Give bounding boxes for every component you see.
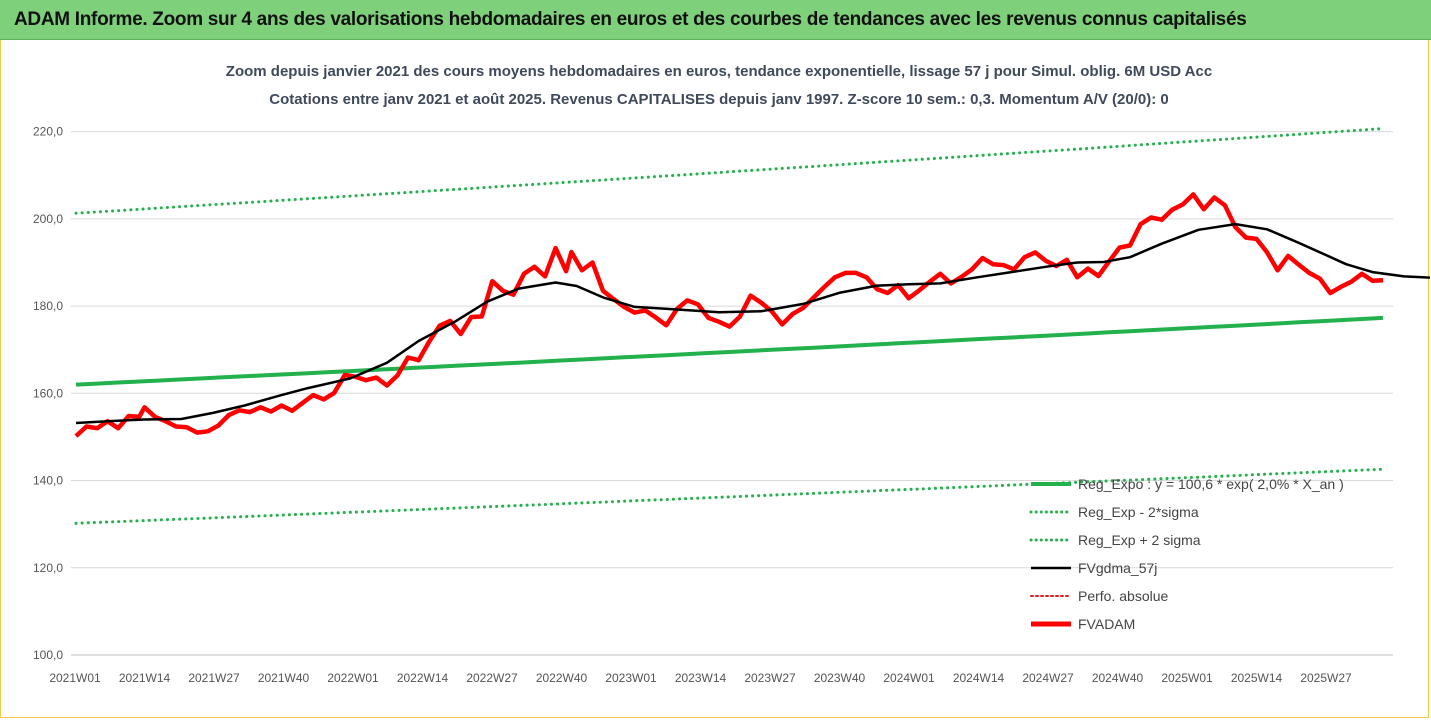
- x-tick-label: 2021W40: [258, 671, 310, 685]
- series-upper-band: [74, 127, 1385, 215]
- y-axis-ticks: 100,0 120,0 140,0 160,0 180,0 200,0 220,0: [33, 125, 63, 662]
- series-fvadam: [74, 192, 1384, 438]
- y-tick-label: 100,0: [33, 648, 63, 662]
- legend-label: Reg_Exp + 2 sigma: [1078, 532, 1201, 548]
- legend-label: Reg_Exp - 2*sigma: [1078, 504, 1199, 520]
- x-tick-label: 2023W01: [605, 671, 657, 685]
- x-tick-label: 2021W27: [188, 671, 240, 685]
- x-tick-label: 2021W14: [119, 671, 171, 685]
- chart-frame: Zoom depuis janvier 2021 des cours moyen…: [0, 40, 1430, 718]
- x-tick-label: 2024W27: [1022, 671, 1074, 685]
- y-tick-label: 120,0: [33, 561, 63, 575]
- x-tick-label: 2022W40: [536, 671, 588, 685]
- legend-label: Perfo. absolue: [1078, 588, 1168, 604]
- y-tick-label: 220,0: [33, 125, 63, 139]
- chart-title-line1: Zoom depuis janvier 2021 des cours moyen…: [226, 63, 1212, 80]
- series-lower-band: [74, 467, 1385, 525]
- x-tick-label: 2024W01: [883, 671, 935, 685]
- y-tick-label: 200,0: [33, 212, 63, 226]
- page-title: ADAM Informe. Zoom sur 4 ans des valoris…: [0, 0, 1431, 40]
- series-layer: [74, 127, 1430, 525]
- x-tick-label: 2022W14: [397, 671, 449, 685]
- legend-label: FVADAM: [1078, 616, 1135, 632]
- series-fvgdma: [75, 222, 1430, 425]
- y-tick-label: 160,0: [33, 386, 63, 400]
- legend: Reg_Expo : y = 100,6 * exp( 2,0% * X_an …: [1029, 476, 1344, 632]
- x-tick-label: 2023W14: [675, 671, 727, 685]
- y-tick-label: 180,0: [33, 299, 63, 313]
- x-tick-label: 2025W14: [1231, 671, 1283, 685]
- legend-label: FVgdma_57j: [1078, 560, 1157, 576]
- x-tick-label: 2022W01: [327, 671, 379, 685]
- x-tick-label: 2021W01: [49, 671, 101, 685]
- chart-title-line2: Cotations entre janv 2021 et août 2025. …: [269, 91, 1168, 108]
- series-exp-trend: [75, 315, 1384, 387]
- x-tick-label: 2022W27: [466, 671, 518, 685]
- x-tick-label: 2024W40: [1092, 671, 1144, 685]
- x-axis-ticks: 2021W01 2021W14 2021W27 2021W40 2022W01 2022W…: [49, 671, 1352, 685]
- x-tick-label: 2025W01: [1161, 671, 1213, 685]
- x-tick-label: 2023W27: [744, 671, 796, 685]
- chart-canvas: Zoom depuis janvier 2021 des cours moyen…: [33, 63, 1430, 685]
- legend-label: Reg_Expo : y = 100,6 * exp( 2,0% * X_an …: [1078, 476, 1344, 492]
- x-tick-label: 2023W40: [814, 671, 866, 685]
- x-tick-label: 2024W14: [953, 671, 1005, 685]
- x-tick-label: 2025W27: [1300, 671, 1352, 685]
- y-tick-label: 140,0: [33, 474, 63, 488]
